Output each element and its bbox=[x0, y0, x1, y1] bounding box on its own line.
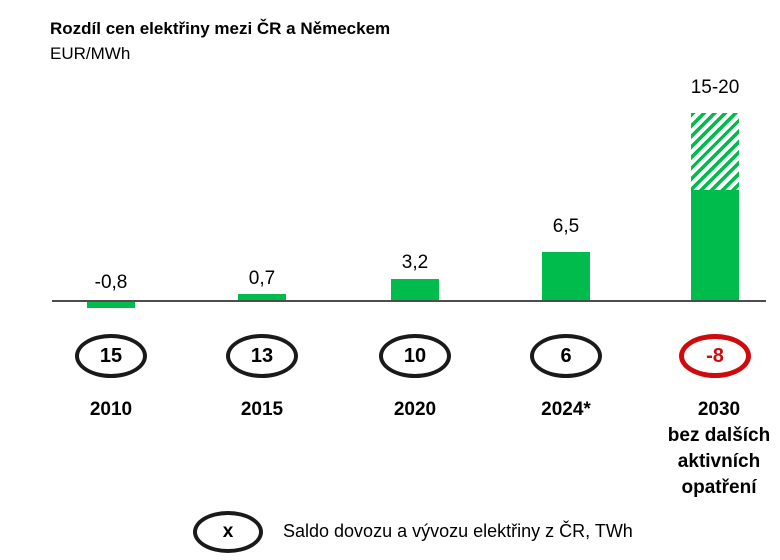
legend-label: Saldo dovozu a vývozu elektřiny z ČR, TW… bbox=[283, 521, 633, 541]
saldo-ellipse-2015: 13 bbox=[226, 334, 298, 378]
bar-2020 bbox=[391, 279, 439, 301]
saldo-ellipse-2030: -8 bbox=[679, 334, 751, 378]
year-line-3: aktivních bbox=[677, 451, 761, 472]
year-label-2024: 2024* bbox=[541, 399, 591, 420]
chart-column-2015: 0,7 13 2015 bbox=[186, 0, 338, 560]
bar-2010 bbox=[87, 302, 135, 308]
saldo-ellipse-2020: 10 bbox=[379, 334, 451, 378]
chart-column-2020: 3,2 10 2020 bbox=[339, 0, 491, 560]
year-line-2: bez dalších bbox=[667, 425, 771, 446]
saldo-value-2020: 10 bbox=[403, 344, 427, 367]
chart-column-2024: 6,5 6 2024* bbox=[490, 0, 642, 560]
saldo-value-2030: -8 bbox=[706, 344, 724, 367]
chart-title: Rozdíl cen elektřiny mezi ČR a Německem bbox=[50, 19, 391, 38]
bar-2024 bbox=[542, 252, 590, 301]
bar-2030-hatched-range bbox=[691, 113, 739, 190]
saldo-ellipse-2010: 15 bbox=[75, 334, 147, 378]
chart-column-2010: -0,8 15 2010 bbox=[35, 0, 187, 560]
legend-symbol-ellipse: x bbox=[193, 511, 263, 553]
bar-value-label-2024: 6,5 bbox=[552, 216, 580, 237]
bar-value-label-2015: 0,7 bbox=[248, 268, 276, 289]
bar-2030-solid bbox=[691, 190, 739, 301]
x-axis-line bbox=[52, 300, 766, 302]
chart-column-2030: 15-20 -8 2030 bez dalších aktivních opat… bbox=[639, 0, 780, 560]
legend-symbol: x bbox=[222, 521, 234, 542]
year-label-2015: 2015 bbox=[240, 399, 284, 420]
bar-value-label-2030: 15-20 bbox=[690, 77, 740, 98]
saldo-ellipse-2024: 6 bbox=[530, 334, 602, 378]
year-label-2020: 2020 bbox=[393, 399, 437, 420]
bar-2015 bbox=[238, 294, 286, 300]
year-line-1: 2030 bbox=[697, 399, 741, 420]
bar-value-label-2020: 3,2 bbox=[401, 252, 429, 273]
saldo-value-2010: 15 bbox=[99, 344, 123, 367]
saldo-value-2024: 6 bbox=[560, 344, 572, 367]
chart-unit-label: EUR/MWh bbox=[50, 44, 131, 63]
bar-value-label-2010: -0,8 bbox=[94, 272, 128, 293]
year-label-2010: 2010 bbox=[89, 399, 133, 420]
year-label-2030: 2030 bez dalších aktivních opatření bbox=[668, 397, 770, 501]
year-line-4: opatření bbox=[681, 477, 757, 498]
saldo-value-2015: 13 bbox=[250, 344, 274, 367]
